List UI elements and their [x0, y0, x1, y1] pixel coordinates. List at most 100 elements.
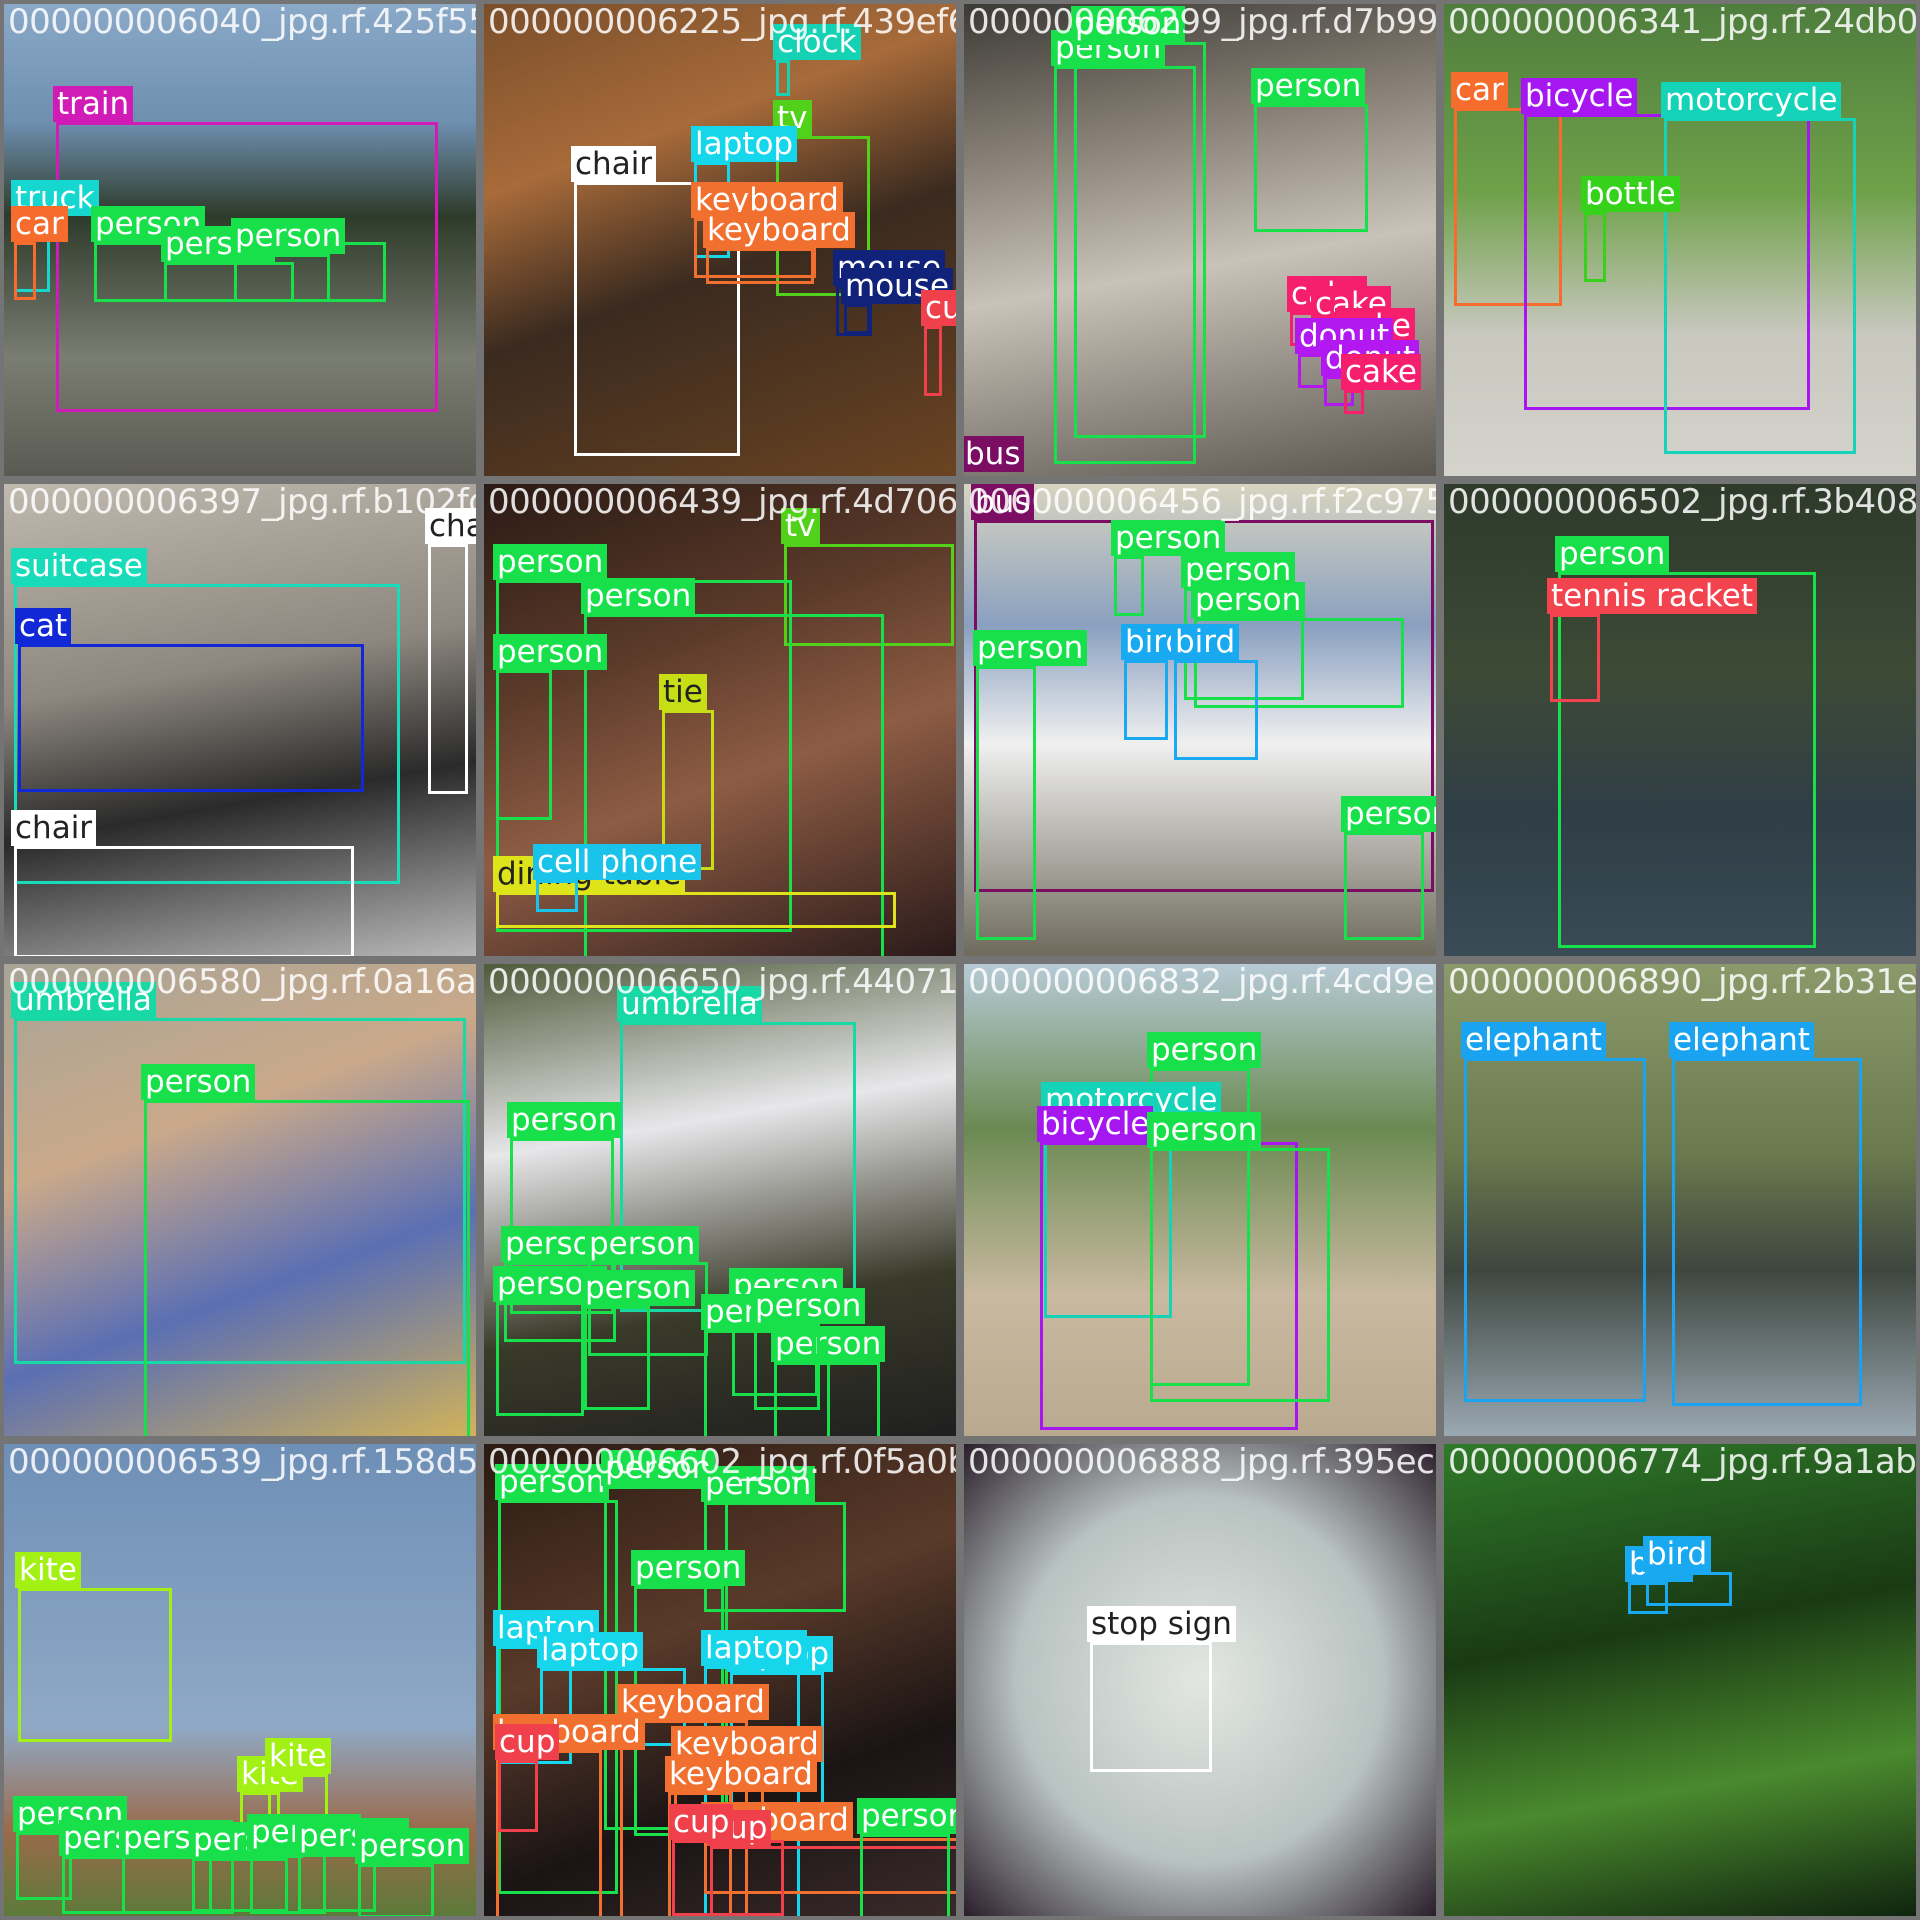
bounding-box	[1074, 42, 1206, 438]
class-label: tie	[659, 674, 707, 710]
image-tile: 000000006888_jpg.rf.395ec0a1b2c3d4e5stop…	[964, 1444, 1436, 1916]
detection-cell-phone: cell phone	[533, 844, 702, 912]
class-label: bus	[964, 436, 1025, 472]
class-label: chair	[11, 810, 97, 846]
bounding-box	[536, 880, 578, 912]
detection-person: person	[1341, 796, 1436, 940]
class-label: kite	[15, 1552, 81, 1588]
class-label: tennis racket	[1547, 578, 1757, 614]
image-tile: 000000006456_jpg.rf.f2c9750d7e0c0d1a2b3c…	[964, 484, 1436, 956]
class-label: person	[1251, 68, 1366, 104]
bounding-box	[1114, 556, 1144, 616]
detection-elephant: elephant	[1669, 1022, 1862, 1406]
class-label: cup	[669, 1804, 734, 1840]
detection-person: person	[771, 1326, 886, 1436]
class-label: person	[585, 1226, 700, 1262]
detection-keyboard: keyboard	[665, 1756, 817, 1916]
detection-bird: bird	[1171, 624, 1258, 760]
detection-keyboard: keyboard	[703, 212, 855, 284]
bounding-box	[1464, 1058, 1646, 1402]
class-label: person	[355, 1828, 470, 1864]
class-label: motorcycle	[1661, 82, 1842, 118]
detection-person: person	[1191, 582, 1404, 708]
detection-person: person	[231, 218, 346, 302]
bounding-box	[754, 1324, 820, 1410]
image-filename: 000000006456_jpg.rf.f2c9750d7e0c0d1a2b3c	[968, 484, 1436, 522]
bounding-box	[358, 1864, 434, 1916]
bounding-box	[498, 1760, 538, 1832]
bounding-box	[704, 1838, 956, 1894]
class-label: person	[493, 544, 608, 580]
bounding-box	[1090, 1642, 1212, 1772]
class-label: cake	[1341, 354, 1421, 390]
class-label: bird	[1643, 1536, 1712, 1572]
class-label: person	[141, 1064, 256, 1100]
class-label: person	[1147, 1112, 1262, 1148]
image-filename: 000000006774_jpg.rf.9a1ab0c1d2e3f4a5	[1448, 1444, 1916, 1482]
bounding-box	[976, 666, 1036, 940]
class-label: person	[1071, 6, 1186, 42]
detection-laptop: laptop	[691, 126, 798, 258]
class-label: person	[751, 1288, 866, 1324]
bounding-box	[1550, 614, 1600, 702]
detection-person: person	[973, 630, 1088, 940]
image-filename: 000000006602_jpg.rf.0f5a0b1c2d3e4f5a	[488, 1444, 956, 1482]
class-label: stop sign	[1087, 1606, 1236, 1642]
class-label: cat	[15, 608, 72, 644]
detection-chair: chair	[425, 508, 476, 794]
class-label: elephant	[1461, 1022, 1606, 1058]
detection-person: person	[701, 1466, 846, 1612]
class-label: chair	[571, 146, 657, 182]
class-label: cell phone	[533, 844, 702, 880]
bounding-box	[164, 262, 294, 302]
image-tile: 000000006539_jpg.rf.158d52a0b1c2d3e4kite…	[4, 1444, 476, 1916]
bounding-box	[1254, 104, 1368, 232]
class-label: person	[507, 1102, 622, 1138]
detection-car: car	[1451, 72, 1562, 306]
class-label: person	[493, 634, 608, 670]
image-tile: 000000006580_jpg.rf.0a16a0b2c3d4e5f6umbr…	[4, 964, 476, 1436]
class-label: bicycle	[1037, 1106, 1154, 1142]
image-tile: 000000006832_jpg.rf.4cd9ee9a0b1c2d3epers…	[964, 964, 1436, 1436]
bounding-box	[1664, 118, 1856, 454]
image-filename: 000000006502_jpg.rf.3b408f0c2d1e9a7b	[1448, 484, 1916, 522]
detection-person: person	[581, 1270, 696, 1410]
class-label: person	[1341, 796, 1436, 832]
detection-umbrella: umbrella	[617, 986, 856, 1312]
photo	[4, 964, 476, 1436]
detection-laptop: laptop	[537, 1632, 686, 1746]
bounding-box	[1124, 660, 1168, 740]
image-tile: 000000006774_jpg.rf.9a1ab0c1d2e3f4a5bird…	[1444, 1444, 1916, 1916]
image-filename: 000000006650_jpg.rf.44071900a1b2c3d4	[488, 964, 956, 1002]
bounding-box	[1344, 832, 1424, 940]
detection-person: person	[1111, 520, 1226, 616]
detection-elephant: elephant	[1461, 1022, 1646, 1402]
class-label: person	[581, 1270, 696, 1306]
detection-cup: cup	[669, 1804, 784, 1916]
image-filename: 000000006539_jpg.rf.158d52a0b1c2d3e4	[8, 1444, 476, 1482]
detection-person: person	[355, 1828, 470, 1916]
bounding-box	[1344, 390, 1364, 414]
bounding-box	[14, 1018, 466, 1364]
bounding-box	[1558, 572, 1816, 948]
detection-person: person	[1251, 68, 1368, 232]
image-filename: 000000006397_jpg.rf.b102fd9e0e04306763f	[8, 484, 476, 522]
photo	[1444, 484, 1916, 956]
bounding-box	[1194, 618, 1404, 708]
class-label: person	[771, 1326, 886, 1362]
detection-suitcase: suitcase	[11, 548, 400, 884]
class-label: laptop	[691, 126, 798, 162]
class-label: laptop	[537, 1632, 644, 1668]
class-label: car	[1451, 72, 1508, 108]
class-label: suitcase	[11, 548, 147, 584]
detection-person: person	[857, 1798, 956, 1916]
bounding-box	[298, 1854, 376, 1912]
detection-tv: tv	[781, 508, 954, 646]
class-label: tv	[781, 508, 820, 544]
image-filename: 000000006341_jpg.rf.24db0a7c1e9f3b5d6a8c	[1448, 4, 1916, 42]
detection-person: person	[1147, 1112, 1330, 1402]
bounding-box	[784, 544, 954, 646]
bounding-box	[704, 1330, 830, 1436]
class-label: clock	[773, 24, 861, 60]
detection-tennis-racket: tennis racket	[1547, 578, 1757, 702]
